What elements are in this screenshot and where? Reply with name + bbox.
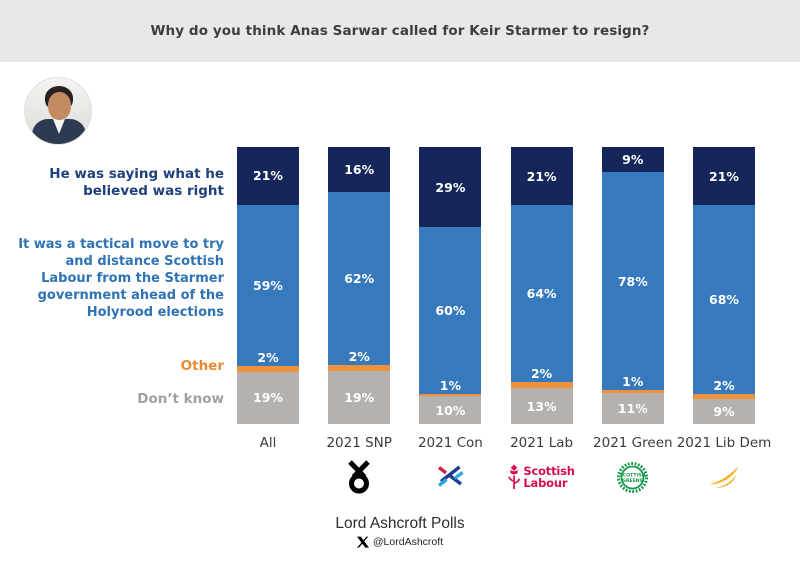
segment-value-label: 1% [439,377,461,393]
title-bar: Why do you think Anas Sarwar called for … [0,0,800,62]
legend-label-other: Other [180,358,224,374]
bar-column-2021-snp: 16% 62% 2% 19% 2021 SNP [313,147,405,496]
bar-segment: 2% [237,350,299,372]
segment-value-label: 62% [344,271,375,286]
segment-value-label: 1% [622,374,644,390]
scottish-greens-logo-icon: SCOTTISH GREENS [617,461,649,493]
x-logo-icon [356,536,369,548]
footer: Lord Ashcroft Polls @LordAshcroft [0,515,800,553]
thistle-icon [508,464,521,489]
bar-segment: 11% [601,393,664,425]
segment-value-label: 2% [713,377,735,393]
bar-segment: 60% [419,227,482,394]
bar-segment: 19% [237,371,299,424]
bar-segment: 68% [693,205,755,394]
bar-segment: 29% [419,147,482,228]
bar-segment: 59% [237,204,299,367]
stacked-bar: 21% 68% 2% 9% [693,147,755,425]
segment-value-label: 10% [435,402,466,418]
party-logo-box [345,458,373,496]
bar-column-2021-con: 29% 60% 1% 10% 2021 Con [404,147,496,496]
footer-x-handle: @LordAshcroft [372,536,444,548]
bar-segment: 2% [693,378,755,400]
chart-title: Why do you think Anas Sarwar called for … [150,23,650,39]
bar-segment: 64% [510,205,573,383]
bar-segment: 16% [328,147,391,192]
legend-label-dont-know: Don’t know [137,391,224,407]
category-label: All [259,435,277,451]
segment-value-label: 21% [253,168,283,184]
stacked-bar: 29% 60% 1% 10% [419,147,482,424]
category-label: 2021 Lab [510,435,574,451]
bar-segment: 1% [419,378,482,397]
bar-column-2021-green: 9% 78% 1% 11% 2021 Green SCOTTISH GREENS [587,147,679,496]
legend-label-tactical: It was a tactical move to try and distan… [18,237,224,320]
segment-value-label: 78% [617,273,648,289]
category-label: 2021 Con [417,435,483,451]
party-logo-box [435,458,465,496]
party-logo-box: Scottish Labour [508,458,575,496]
segment-value-label: 9% [713,404,735,420]
bar-segment: 2% [328,349,391,371]
bar-segment: 13% [510,388,573,425]
segment-value-label: 21% [709,168,739,184]
anas-sarwar-avatar [24,77,92,145]
bar-segment: 19% [328,370,391,424]
segment-value-label: 21% [526,168,557,184]
segment-value-label: 16% [344,161,375,177]
bar-chart: 21% 59% 2% 19% All 16% 62% 2% 19% 2021 SNP 29% 60%… [222,147,800,507]
segment-value-label: 19% [253,390,283,406]
segment-value-label: 9% [622,152,644,168]
party-logo-box: SCOTTISH GREENS [616,458,649,496]
bar-segment: 1% [601,374,664,394]
scottish-labour-logo: Scottish Labour [508,463,575,491]
stacked-bar: 9% 78% 1% 11% [601,147,664,425]
segment-value-label: 2% [530,366,553,382]
segment-value-label: 68% [709,291,739,307]
scottish-labour-logo-text: Scottish Labour [523,463,575,490]
bar-segment: 9% [693,399,755,425]
bar-column-all: 21% 59% 2% 19% All [222,147,314,496]
stacked-bar: 21% 59% 2% 19% [237,147,299,424]
segment-value-label: 64% [526,286,557,302]
snp-logo-icon [348,460,370,494]
bar-segment: 21% [510,147,573,206]
segment-value-label: 2% [257,350,279,366]
bar-segment: 21% [237,147,299,205]
bar-segment: 10% [419,396,482,424]
segment-value-label: 19% [344,389,375,405]
segment-value-label: 13% [526,398,557,414]
svg-text:SCOTTISH: SCOTTISH [620,472,646,478]
bar-segment: 62% [328,191,391,366]
category-label: 2021 Lib Dem [676,435,772,451]
svg-text:GREENS: GREENS [622,478,643,484]
party-logo-box [707,458,741,496]
segment-value-label: 2% [348,349,370,365]
bar-segment: 9% [601,147,664,173]
bar-segment: 2% [510,366,573,388]
category-label: 2021 Green [593,435,673,451]
segment-value-label: 11% [617,401,648,417]
footer-social: @LordAshcroft [356,536,444,548]
stacked-bar: 21% 64% 2% 13% [510,147,573,425]
bar-segment: 78% [601,172,664,391]
segment-value-label: 60% [435,302,466,318]
stacked-bar: 16% 62% 2% 19% [328,147,391,424]
lib-dem-bird-logo-icon [709,466,739,488]
legend-label-believed: He was saying what he believed was right [49,166,224,199]
bar-column-2021-lib-dem: 21% 68% 2% 9% 2021 Lib Dem [676,147,772,496]
avatar-face [47,92,71,120]
segment-value-label: 29% [435,179,466,195]
scottish-conservatives-logo-icon [438,465,464,487]
segment-value-label: 59% [253,278,283,293]
footer-brand: Lord Ashcroft Polls [335,515,465,532]
category-label: 2021 SNP [326,435,392,451]
bar-segment: 21% [693,147,755,206]
bar-column-2021-lab: 21% 64% 2% 13% 2021 Lab Scottish Labour [496,147,588,496]
